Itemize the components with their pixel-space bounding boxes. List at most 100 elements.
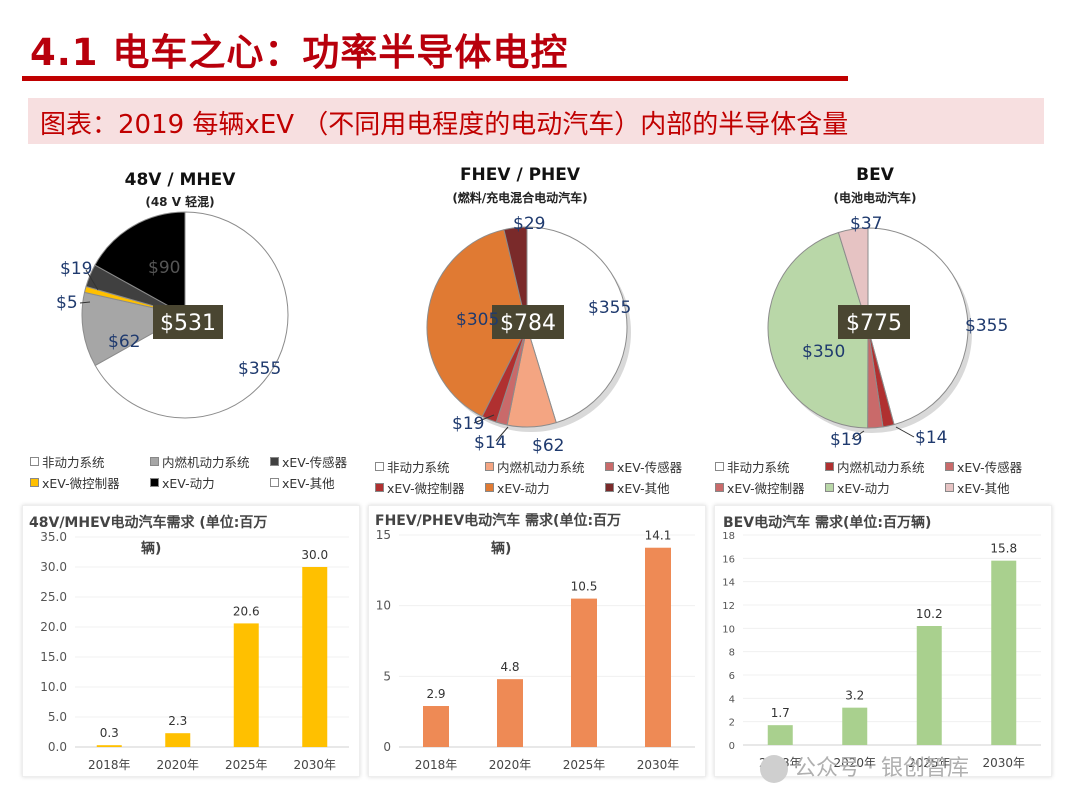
legend-label: xEV-动力 (162, 476, 215, 491)
bar-panel-mhev: 48V/MHEV电动汽车需求 (单位:百万 辆) 0.0 5.0 10.0 15.0 2… (22, 505, 360, 777)
bar-title-phev: FHEV/PHEV电动汽车 需求(单位:百万 (375, 513, 622, 529)
y-tick-label: 5.0 (48, 710, 67, 724)
y-tick-label: 20.0 (40, 620, 67, 634)
y-tick-label: 16 (722, 554, 735, 565)
legend-swatch (270, 457, 279, 466)
legend-label: 内燃机动力系统 (837, 460, 925, 475)
bar-value-label: 3.2 (845, 689, 864, 703)
bar-value-label: 20.6 (233, 604, 260, 618)
pie-subtitle-bev: (电池电动汽车) (833, 191, 917, 205)
bar (423, 706, 449, 747)
legend-item: xEV-动力 (150, 473, 270, 492)
bar-value-label: 10.5 (571, 580, 598, 594)
legend-swatch (30, 457, 39, 466)
pie-data-label: $19 (830, 430, 862, 450)
title-divider (22, 76, 848, 81)
bar-title-mhev-2: 辆) (141, 541, 162, 557)
y-tick-label: 0.0 (48, 740, 67, 754)
pie-leader-line (895, 426, 915, 438)
legend-item: xEV-微控制器 (375, 478, 485, 497)
legend-row: 非动力系统 内燃机动力系统 xEV-传感器 (715, 456, 1045, 477)
pie-slice (94, 211, 186, 316)
y-tick-label: 0 (383, 740, 391, 754)
legend-swatch (270, 478, 279, 487)
pie-total-label: $531 (160, 311, 216, 336)
y-tick-label: 12 (722, 601, 735, 612)
legend-item: 非动力系统 (715, 457, 825, 476)
legend-row: xEV-微控制器 xEV-动力 xEV-其他 (715, 477, 1045, 498)
legend-swatch (150, 457, 159, 466)
legend-label: xEV-其他 (617, 481, 670, 496)
bar-title-phev-2: 辆) (491, 541, 512, 557)
legend-swatch (485, 462, 494, 471)
pie-leader-line (79, 301, 91, 304)
bar (571, 598, 597, 747)
legend-swatch (715, 462, 724, 471)
bar-value-label: 2.9 (426, 687, 445, 701)
legend-swatch (375, 483, 384, 492)
x-tick-label: 2030年 (982, 756, 1025, 770)
pie-data-label: $305 (456, 310, 499, 330)
pie-leader-line (473, 414, 495, 424)
x-tick-label: 2025年 (908, 756, 951, 770)
legend-row: xEV-微控制器 xEV-动力 xEV-其他 (30, 472, 370, 493)
bar-value-label: 1.7 (771, 706, 790, 720)
pie-chart-bev: $775 $355 $14 $19 $350 $37 (767, 214, 1008, 450)
x-tick-label: 2025年 (563, 758, 606, 772)
pie-data-label: $19 (452, 414, 484, 434)
bar-chart-bev: 0246810121416181.72018年3.22020年10.22025年… (722, 531, 1041, 770)
y-tick-label: 10.0 (40, 680, 67, 694)
pie-slice (767, 231, 869, 429)
legend-swatch (150, 478, 159, 487)
legend-label: xEV-微控制器 (727, 481, 805, 496)
legend-swatch (375, 462, 384, 471)
pie-slice (867, 227, 969, 426)
legend-label: 内燃机动力系统 (497, 460, 585, 475)
pie-total-label: $775 (846, 311, 902, 336)
bar-chart-mhev: 0.0 5.0 10.0 15.0 20.0 25.0 30.0 35.0 0.3 2018年 2.… (40, 530, 349, 772)
y-tick-label: 15 (376, 528, 391, 542)
legend-label: xEV-动力 (497, 481, 550, 496)
legend-item: xEV-其他 (945, 478, 1045, 497)
legend-swatch (715, 483, 724, 492)
bar-value-label: 15.8 (990, 542, 1017, 556)
pie-chart-mhev: $531 $355 $62 $5 $19 $90 (56, 211, 289, 419)
legend-row: 非动力系统 内燃机动力系统 xEV-传感器 (375, 456, 705, 477)
y-tick-label: 10 (722, 624, 735, 635)
y-tick-label: 10 (376, 599, 391, 613)
legend-phev: 非动力系统 内燃机动力系统 xEV-传感器 xEV-微控制器 xEV-动力 xEV-其他 (375, 456, 705, 498)
pie-subtitle-mhev: (48 V 轻混) (145, 195, 215, 209)
x-tick-label: 2025年 (225, 758, 268, 772)
bar (497, 679, 523, 747)
pie-slice (526, 226, 628, 424)
x-tick-label: 2018年 (88, 758, 131, 772)
bar-value-label: 0.3 (100, 726, 119, 740)
y-tick-label: 35.0 (40, 530, 67, 544)
pie-total-box (153, 305, 223, 339)
pie-total-box (838, 305, 910, 339)
legend-item: 非动力系统 (30, 452, 150, 471)
bar (233, 623, 259, 747)
legend-label: xEV-动力 (837, 481, 890, 496)
legend-label: xEV-传感器 (282, 455, 348, 470)
legend-row: xEV-微控制器 xEV-动力 xEV-其他 (375, 477, 705, 498)
subtitle-banner: 图表：2019 每辆xEV （不同用电程度的电动汽车）内部的半导体含量 (28, 98, 1044, 144)
x-tick-label: 2018年 (415, 758, 458, 772)
legend-item: xEV-其他 (270, 473, 370, 492)
x-tick-label: 2020年 (156, 758, 199, 772)
legend-bev: 非动力系统 内燃机动力系统 xEV-传感器 xEV-微控制器 xEV-动力 xEV-其他 (715, 456, 1045, 498)
y-tick-label: 18 (722, 531, 735, 542)
x-tick-label: 2030年 (293, 758, 336, 772)
y-tick-label: 6 (729, 671, 735, 682)
bar (991, 560, 1017, 745)
bar-title-bev: BEV电动汽车 需求(单位:百万辆) (723, 515, 932, 531)
legend-item: xEV-动力 (825, 478, 945, 497)
bar-value-label: 14.1 (645, 529, 672, 543)
pie-data-label: $90 (148, 258, 180, 278)
legend-swatch (945, 483, 954, 492)
legend-swatch (30, 478, 39, 487)
pie-subtitle-phev: (燃料/充电混合电动汽车) (452, 191, 588, 205)
pie-data-label: $5 (56, 293, 78, 313)
pie-data-label: $29 (513, 214, 545, 234)
legend-swatch (605, 462, 614, 471)
